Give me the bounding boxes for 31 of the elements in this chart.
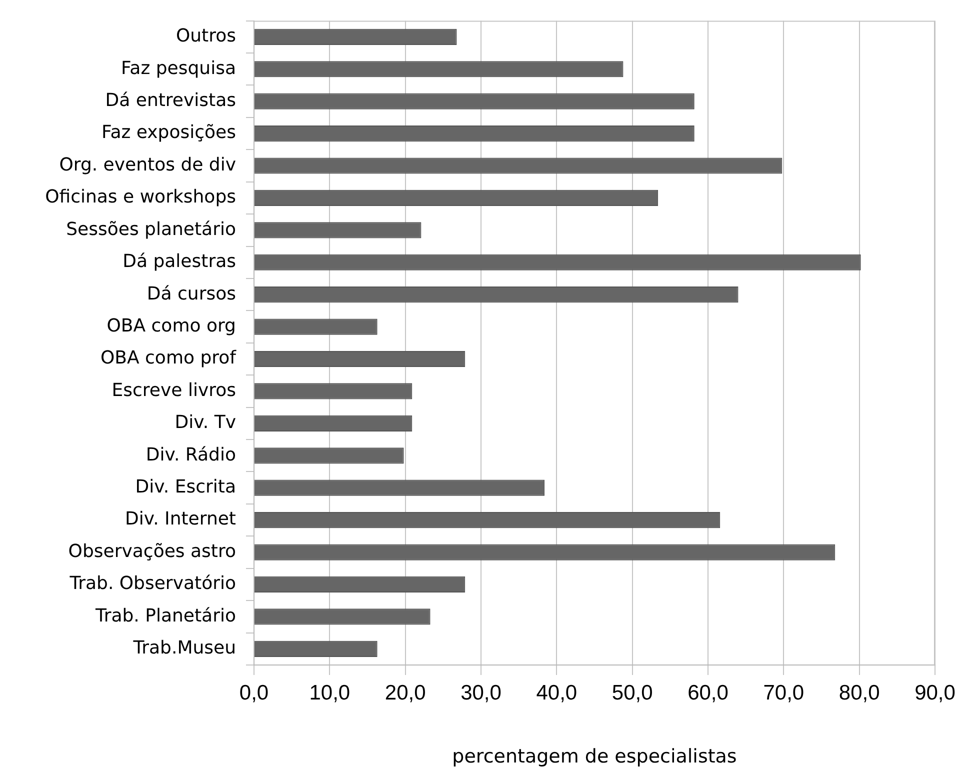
x-tick-label: 70,0 [763,681,804,704]
y-tick-label: Div. Tv [174,412,236,434]
y-tick-label: Dá entrevistas [105,90,236,111]
y-tick-label: Div. Internet [124,508,236,530]
y-tick-label: Dá palestras [122,251,236,272]
x-tick-label: 20,0 [384,681,426,704]
y-tick-label: Oficinas e workshops [45,186,236,208]
y-tick-label: Sessões planetário [66,218,236,240]
y-tick-label: Outros [176,26,236,47]
x-tick-label: 30,0 [460,681,502,704]
y-tick-label: Observações astro [68,540,236,562]
x-tick-label: 10,0 [309,681,350,704]
y-tick-label: Div. Escrita [135,476,236,498]
y-tick-label: OBA como org [106,315,236,336]
x-axis-title: percentagem de especialistas [452,746,737,768]
x-tick-label: 80,0 [838,681,880,704]
y-tick-label: Trab. Observatório [68,573,236,594]
x-tick-label: 40,0 [536,681,578,704]
y-tick-label: Trab.Museu [132,638,236,659]
x-tick-label: 0,0 [239,681,269,704]
y-tick-label: Escreve livros [112,380,236,401]
x-tick-label: 60,0 [688,681,728,704]
x-tick-label: 90,0 [914,681,956,704]
x-tick-label: 50,0 [612,681,653,704]
y-tick-label: Faz exposições [102,122,236,144]
y-tick-label: Dá cursos [146,283,236,304]
y-tick-label: OBA como prof [100,348,237,369]
y-tick-label: Div. Rádio [146,444,236,466]
y-tick-label: Faz pesquisa [120,58,236,79]
y-tick-label: Trab. Planetário [94,605,236,626]
y-tick-label: Org. eventos de div [59,154,236,176]
